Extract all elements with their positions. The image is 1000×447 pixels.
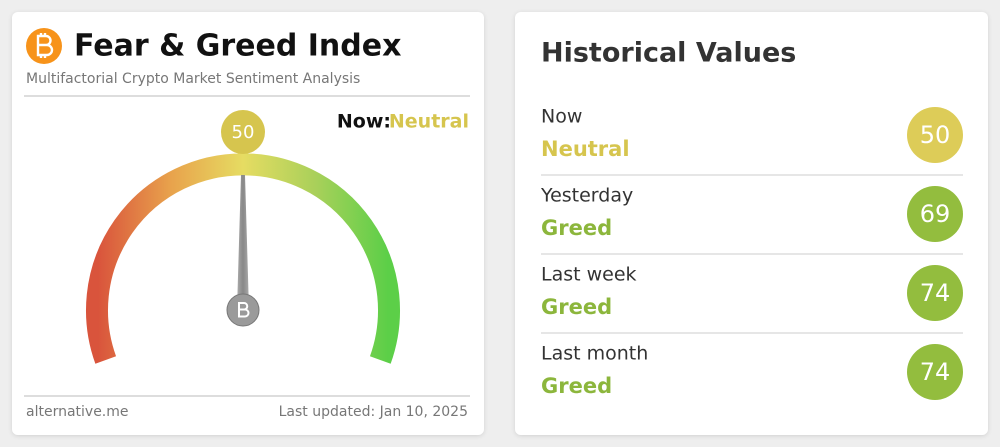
history-rows: Now Neutral 50 Yesterday Greed 69 Last week Gre… [540, 106, 963, 400]
row-value-badge [907, 107, 963, 163]
history-card [515, 12, 988, 435]
footer-source: alternative.me [26, 404, 129, 420]
row-value-badge [907, 344, 963, 400]
row-value-badge [907, 186, 963, 242]
value-bubble [221, 110, 265, 154]
bitcoin-glyph [36, 33, 54, 58]
hub-glyph [238, 302, 250, 318]
gauge-card [12, 12, 484, 435]
row-classification: Greed [541, 374, 612, 398]
row-value: 50 [920, 121, 951, 149]
history-title: Historical Values [541, 38, 796, 69]
row-label: Now [541, 106, 582, 128]
needle [237, 175, 249, 310]
row-value: 74 [920, 358, 951, 386]
now-classification: Neutral [389, 111, 469, 133]
row-label: Last month [541, 343, 648, 365]
footer-updated: Last updated: Jan 10, 2025 [279, 404, 468, 420]
row-value-badge [907, 265, 963, 321]
row-classification: Greed [541, 216, 612, 240]
value-label: 50 [232, 122, 255, 143]
title: Fear & Greed Index [74, 29, 401, 64]
gauge-arc [86, 153, 400, 364]
row-classification: Neutral [541, 137, 630, 161]
row-classification: Greed [541, 295, 612, 319]
row-value: 74 [920, 279, 951, 307]
now-label: Now: [337, 111, 391, 133]
subtitle: Multifactorial Crypto Market Sentiment A… [26, 71, 360, 87]
row-label: Last week [541, 264, 637, 286]
row-label: Yesterday [540, 185, 633, 207]
gauge: 50 [221, 110, 265, 327]
row-value: 69 [920, 200, 951, 228]
